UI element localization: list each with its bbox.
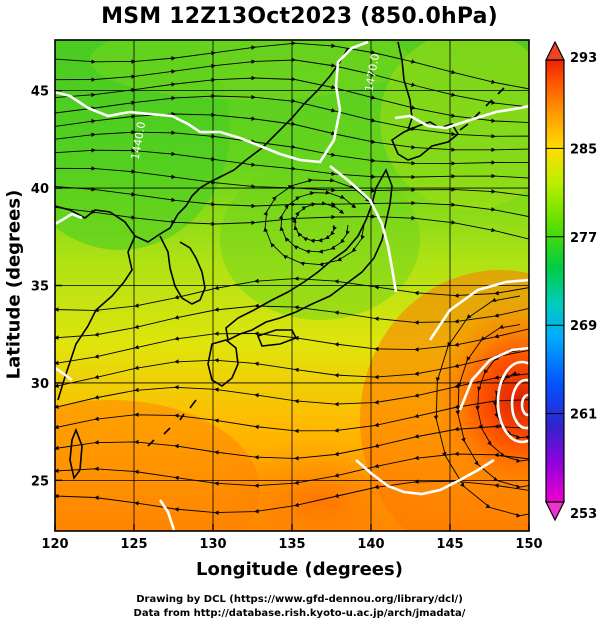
x-tick-label: 140: [357, 537, 384, 552]
x-tick-label: 150: [515, 537, 542, 552]
credit-data-source: Data from http://database.rish.kyoto-u.a…: [133, 608, 466, 619]
coastline-kyushu: [207, 339, 239, 387]
coastline-shikoku: [256, 329, 298, 347]
contour-typhoon-ring-3: [520, 393, 529, 417]
colorbar-ticks: 293 285 277 269 261 253: [546, 51, 597, 522]
contour-typhoon-ring-2: [510, 378, 529, 430]
colorbar-tick-label: 261: [570, 408, 597, 423]
coastline-honshu: [225, 168, 393, 342]
y-axis-label: Latitude (degrees): [3, 189, 25, 380]
coastline-korea-peninsula: [159, 235, 206, 305]
contour-east-north: [394, 104, 529, 130]
colorbar: 293 285 277 269 261 253: [545, 40, 597, 522]
x-tick-label: 120: [41, 537, 68, 552]
colorbar-tick-label: 253: [570, 507, 597, 522]
x-tick-label: 130: [199, 537, 226, 552]
coastline-kuril: [459, 87, 505, 131]
coastlines: [55, 41, 505, 480]
coastline-hokkaido: [391, 121, 460, 161]
contour-se-outer: [355, 458, 495, 496]
temperature-shading: [55, 40, 529, 531]
y-tick-label: 25: [31, 474, 49, 489]
y-tick-label: 35: [31, 280, 49, 295]
colorbar-tick-label: 285: [570, 142, 597, 157]
streamline: [263, 177, 370, 267]
colorbar-min-triangle: [545, 501, 565, 522]
chart-title: MSM 12Z13Oct2023 (850.0hPa): [101, 4, 498, 29]
colorbar-bar: [545, 59, 565, 503]
x-tick-label: 125: [120, 537, 147, 552]
height-contours: [55, 40, 529, 531]
x-axis-ticks: 120 125 130 135 140 145 150: [41, 524, 543, 552]
x-axis-label: Longitude (degrees): [196, 559, 403, 580]
coastline-sakhalin: [397, 41, 413, 131]
colorbar-tick-label: 277: [570, 231, 597, 246]
wind-streamlines: [55, 40, 529, 518]
colorbar-tick-label: 269: [570, 319, 597, 334]
contour-typhoon-1: [428, 278, 529, 341]
contour-north: [55, 40, 369, 164]
x-tick-label: 145: [436, 537, 463, 552]
x-tick-label: 135: [278, 537, 305, 552]
contour-mid: [329, 164, 398, 293]
contour-west: [55, 212, 83, 226]
y-axis-ticks: 25 30 35 40 45: [31, 85, 62, 489]
colorbar-tick-label: 293: [570, 51, 597, 66]
credit-drawing: Drawing by DCL (https://www.gfd-dennou.o…: [136, 594, 463, 605]
contour-sw: [55, 366, 73, 382]
contour-typhoon-ring-1: [496, 360, 529, 444]
coastline-ryukyu: [147, 399, 197, 447]
colorbar-max-triangle: [545, 40, 565, 61]
y-tick-label: 30: [31, 377, 49, 392]
contour-south-west: [158, 499, 176, 531]
coastline-china-korea: [55, 159, 247, 243]
contour-typhoon-2: [458, 346, 529, 411]
coastline-china-east: [57, 235, 136, 401]
y-tick-label: 45: [31, 85, 49, 100]
streamline: [433, 280, 529, 518]
y-tick-label: 40: [31, 182, 49, 197]
coastline-taiwan: [69, 427, 83, 480]
